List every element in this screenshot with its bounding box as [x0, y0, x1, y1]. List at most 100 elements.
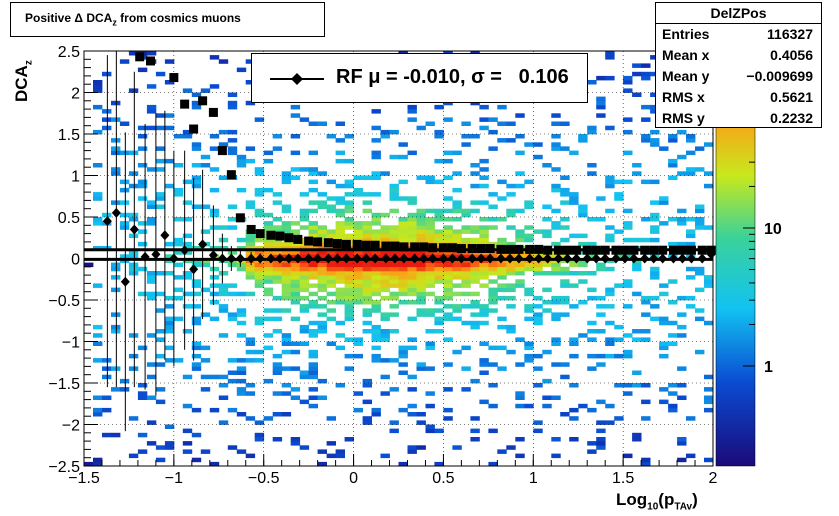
heatmap-cell [407, 403, 417, 409]
heatmap-cell [461, 387, 471, 392]
heatmap-cell [632, 370, 642, 375]
heatmap-cell [605, 291, 615, 297]
heatmap-cell [317, 171, 327, 176]
heatmap-cell [281, 291, 292, 297]
heatmap-cell [119, 225, 130, 230]
heatmap-cell [281, 341, 292, 346]
heatmap-cell [425, 262, 435, 268]
sigma-point [169, 73, 179, 83]
heatmap-cell [326, 179, 336, 185]
heatmap-cell [443, 158, 453, 164]
heatmap-cell [686, 217, 696, 222]
heatmap-cell [93, 88, 103, 93]
heatmap-cell [416, 233, 426, 239]
heatmap-cell [290, 104, 301, 110]
heatmap-cell [164, 241, 175, 247]
heatmap-cell [515, 437, 525, 442]
heatmap-cell [515, 113, 525, 118]
heatmap-cell [308, 233, 318, 239]
heatmap-cell [317, 250, 327, 255]
heatmap-cell [326, 229, 336, 234]
heatmap-cell [263, 308, 274, 313]
heatmap-cell [317, 295, 327, 301]
heatmap-cell [650, 237, 660, 243]
heatmap-cell [515, 279, 525, 284]
heatmap-cell [461, 134, 471, 139]
heatmap-cell [695, 221, 705, 226]
heatmap-cell [398, 461, 408, 467]
heatmap-cell [479, 341, 489, 346]
heatmap-cell [524, 287, 534, 293]
heatmap-cell [227, 92, 238, 97]
heatmap-cell [398, 233, 408, 239]
heatmap-cell [677, 217, 687, 222]
heatmap-cell [218, 129, 229, 135]
heatmap-cell [470, 171, 480, 176]
heatmap-cell [317, 329, 327, 334]
heatmap-cell [299, 329, 310, 334]
heatmap-cell [596, 399, 606, 405]
heatmap-cell [317, 395, 327, 400]
heatmap-cell [254, 432, 265, 438]
heatmap-cell [245, 80, 256, 85]
heatmap-cell [695, 316, 705, 322]
heatmap-cell [587, 441, 597, 446]
sigma-point [275, 231, 285, 241]
heatmap-cell [227, 291, 238, 297]
heatmap-cell [308, 283, 318, 288]
heatmap-cell [479, 262, 489, 268]
heatmap-cell [434, 275, 444, 280]
heatmap-cell [596, 295, 606, 301]
heatmap-cell [416, 295, 426, 301]
sigma-point [438, 243, 448, 253]
heatmap-cell [389, 250, 399, 255]
heatmap-cell [398, 362, 408, 367]
heatmap-cell [407, 250, 417, 255]
heatmap-cell [515, 208, 525, 214]
sigma-point [313, 237, 323, 247]
heatmap-cell [560, 312, 570, 317]
sigma-point [255, 229, 265, 239]
heatmap-cell [290, 167, 301, 172]
heatmap-cell [452, 266, 462, 272]
heatmap-cell [317, 287, 327, 293]
heatmap-cell [281, 179, 292, 185]
heatmap-cell [677, 324, 687, 330]
heatmap-cell [290, 387, 301, 392]
heatmap-cell [632, 383, 642, 388]
heatmap-cell [272, 266, 283, 272]
heatmap-cell [146, 104, 157, 110]
sigma-point [332, 239, 342, 249]
heatmap-cell [416, 217, 426, 222]
heatmap-cell [164, 158, 175, 164]
heatmap-cell [668, 175, 678, 180]
heatmap-cell [317, 254, 327, 259]
heatmap-cell [164, 125, 175, 131]
heatmap-cell [479, 320, 489, 326]
heatmap-cell [533, 383, 543, 388]
heatmap-cell [299, 370, 310, 375]
heatmap-cell [551, 134, 561, 139]
sigma-point [600, 245, 610, 255]
heatmap-cell [272, 391, 283, 396]
heatmap-cell [542, 271, 552, 276]
heatmap-cell [200, 88, 211, 93]
heatmap-cell [659, 291, 669, 297]
y-tick-label: 0 [71, 252, 80, 269]
heatmap-cell [380, 233, 390, 239]
heatmap-cell [111, 171, 121, 176]
heatmap-cell [254, 437, 265, 442]
heatmap-cell [227, 358, 238, 363]
heatmap-cell [443, 295, 453, 301]
heatmap-cell [93, 129, 103, 135]
heatmap-cell [425, 424, 435, 429]
heatmap-cell [308, 320, 318, 326]
heatmap-cell [182, 428, 193, 434]
heatmap-cell [497, 283, 507, 288]
heatmap-cell [677, 366, 687, 371]
sigma-point [390, 241, 400, 251]
heatmap-cell [668, 134, 678, 139]
heatmap-cell [569, 337, 579, 342]
heatmap-cell [173, 262, 184, 268]
heatmap-cell [218, 283, 229, 288]
